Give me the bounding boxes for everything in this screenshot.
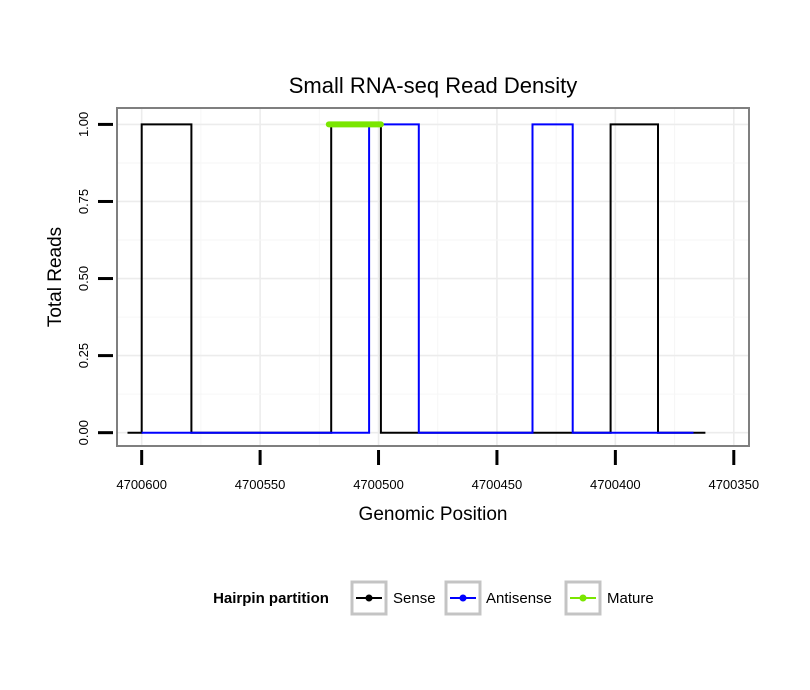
y-axis-title: Total Reads — [45, 227, 66, 327]
plot-panel — [116, 107, 750, 447]
legend: Hairpin partition Sense Antisense Mature — [213, 580, 654, 616]
legend-label: Antisense — [486, 590, 552, 607]
x-axis-title: Genomic Position — [359, 504, 508, 525]
legend-label: Mature — [607, 590, 654, 607]
x-tick-label: 4700600 — [116, 477, 167, 492]
y-tick-label: 1.00 — [76, 112, 91, 137]
legend-item-mature: Mature — [564, 580, 654, 616]
legend-item-antisense: Antisense — [444, 580, 552, 616]
legend-key-point — [365, 594, 373, 602]
legend-key-point — [579, 594, 587, 602]
legend-key-point — [459, 594, 467, 602]
x-tick-label: 4700550 — [235, 477, 286, 492]
x-tick-label: 4700350 — [708, 477, 759, 492]
y-tick-label: 0.75 — [76, 189, 91, 214]
x-tick-label: 4700450 — [472, 477, 523, 492]
series-layer — [127, 121, 706, 434]
x-tick-label: 4700500 — [353, 477, 404, 492]
y-tick-label: 0.50 — [76, 266, 91, 291]
y-tick-label: 0.00 — [76, 420, 91, 445]
legend-item-sense: Sense — [350, 580, 436, 616]
y-axis: 0.00 0.25 0.50 0.75 1.00 — [76, 112, 113, 445]
legend-label: Sense — [393, 590, 436, 607]
chart-title: Small RNA-seq Read Density — [289, 73, 578, 98]
x-tick-label: 4700400 — [590, 477, 641, 492]
x-axis: 4700600 4700550 4700500 4700450 4700400 47003… — [116, 450, 759, 492]
y-tick-label: 0.25 — [76, 343, 91, 368]
legend-title: Hairpin partition — [213, 590, 329, 607]
series-line-antisense — [141, 123, 694, 434]
